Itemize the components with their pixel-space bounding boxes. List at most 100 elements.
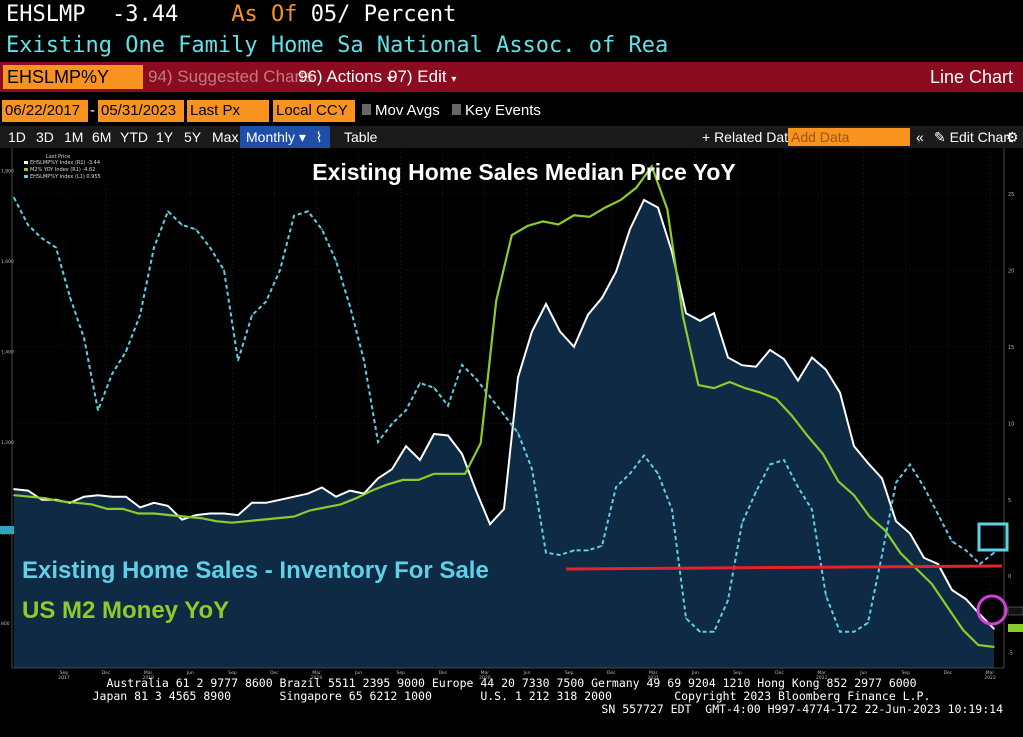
edit-label: 97) Edit (388, 67, 447, 86)
m2-point (604, 206, 606, 209)
ticker-code: EHSLMP (6, 2, 86, 27)
legend-title: Last Price (46, 154, 70, 160)
inventory-point (797, 486, 799, 488)
inventory-point (55, 246, 57, 249)
legend-swatch (24, 161, 28, 164)
x-tick-label: Mar (312, 670, 321, 676)
inventory-point (895, 481, 897, 484)
edit-chart-button[interactable]: ✎ Edit Chart (934, 126, 1012, 148)
x-tick-label: Sep (228, 670, 237, 676)
collapse-icon[interactable]: « (916, 129, 924, 145)
ticker-value: -3.44 (111, 2, 179, 27)
m2-point (557, 223, 560, 226)
inventory-point (181, 224, 183, 226)
period-ytd[interactable]: YTD (120, 129, 148, 145)
mov-avgs-toggle[interactable]: Mov Avgs (362, 100, 440, 122)
checkbox-icon (452, 104, 461, 115)
median-price-point (685, 312, 687, 314)
inventory-point (139, 314, 141, 317)
median-price-point (293, 495, 295, 498)
legend-entry-label: EHSLMP%Y Index (L1) 0.955 (30, 174, 101, 180)
table-button[interactable]: Table (344, 129, 378, 145)
ticker-header: EHSLMP -3.44 As Of 05/ Percent (6, 2, 456, 27)
footer-contacts-2: Japan 81 3 4565 8900 Singapore 65 6212 1… (92, 689, 931, 703)
x-tick-label: Mar (144, 670, 153, 676)
period-6m[interactable]: 6M (92, 129, 112, 145)
m2-point (682, 315, 684, 317)
footer-session: SN 557727 EDT GMT-4:00 H997-4774-172 22-… (601, 702, 1003, 716)
suggested-charts-button[interactable]: 94) Suggested Charts (148, 67, 314, 86)
related-data-button[interactable]: + Related Dat (702, 129, 788, 145)
median-price-point (811, 356, 813, 359)
actions-label: 96) Actions (298, 67, 383, 86)
frequency-select[interactable]: Monthly ▾ (240, 126, 312, 148)
median-price-point (755, 365, 757, 368)
x-tick-label: Jun (691, 670, 699, 676)
end-date-field[interactable]: 05/31/2023 (98, 100, 184, 122)
median-price-point (531, 330, 533, 333)
start-date-field[interactable]: 06/22/2017 (2, 100, 88, 122)
m2-point (853, 494, 855, 497)
price-field-select[interactable]: Last Px (187, 100, 269, 122)
m2-point (931, 583, 933, 585)
inventory-point (825, 594, 827, 597)
chevron-down-icon: ▾ (298, 129, 306, 145)
x-tick-label: Mar (986, 670, 995, 676)
inventory-point (979, 563, 981, 565)
add-data-input[interactable]: Add Data (788, 128, 910, 146)
m2-point (884, 529, 886, 532)
period-3d[interactable]: 3D (36, 129, 54, 145)
median-price-point (195, 514, 197, 516)
m2-point (915, 567, 917, 570)
gear-icon[interactable]: ⚙ (1006, 129, 1019, 145)
median-price-point (363, 492, 365, 495)
m2-point (744, 387, 746, 389)
period-5y[interactable]: 5Y (184, 129, 202, 145)
m2-point (44, 497, 46, 500)
x-tick-year: 2023 (984, 675, 996, 681)
median-price-point (797, 379, 799, 382)
line-chart-icon[interactable]: ⌇ (308, 126, 330, 148)
currency-select[interactable]: Local CCY (273, 100, 355, 122)
legend-box (22, 152, 110, 180)
inventory-point (69, 296, 71, 298)
checkbox-icon (362, 104, 371, 115)
x-tick-label: Dec (944, 670, 953, 676)
median-price-point (125, 495, 127, 498)
chevron-down-icon: ▾ (451, 74, 457, 85)
right-tick-label: 15 (1008, 345, 1014, 351)
m2-point (479, 442, 482, 445)
period-max[interactable]: Max (212, 129, 239, 145)
m2-point (355, 497, 358, 500)
key-events-toggle[interactable]: Key Events (452, 100, 541, 122)
inventory-point (503, 414, 505, 416)
inventory-point (867, 622, 869, 624)
edit-chart-label: Edit Chart (949, 129, 1012, 145)
m2-point (728, 381, 731, 383)
inventory-point (475, 377, 477, 380)
x-tick-label: Sep (565, 670, 574, 676)
m2-point (791, 414, 793, 417)
pencil-icon: ✎ (934, 129, 946, 145)
m2-point (837, 480, 840, 483)
inventory-point (13, 196, 15, 199)
m2-point (775, 398, 777, 400)
inventory-point (601, 545, 603, 547)
edit-menu[interactable]: 97) Edit ▾ (388, 65, 456, 89)
x-tick-label: Jun (186, 670, 194, 676)
m2-point (962, 629, 964, 631)
m2-point (464, 473, 466, 475)
m2-point (246, 520, 249, 522)
chart-type-label[interactable]: Line Chart (929, 67, 1013, 87)
period-1y[interactable]: 1Y (156, 129, 174, 145)
m2-point (184, 515, 186, 518)
security-field[interactable]: EHSLMP%Y Index (3, 65, 143, 111)
median-price-point (13, 488, 15, 490)
median-price-point (769, 349, 771, 351)
inventory-point (223, 269, 225, 271)
period-1m[interactable]: 1M (64, 129, 84, 145)
m2-point (386, 483, 389, 486)
period-1d[interactable]: 1D (8, 129, 26, 145)
actions-menu[interactable]: 96) Actions ▾ (298, 65, 392, 89)
median-price-point (307, 492, 309, 495)
